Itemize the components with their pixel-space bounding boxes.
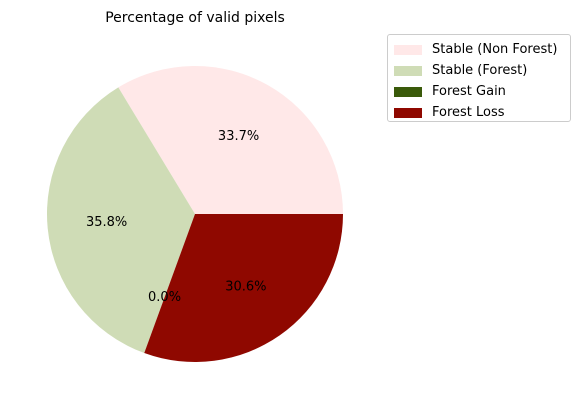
pct-label-forest-gain: 0.0% [148,290,181,305]
pct-label-stable-non-forest: 33.7% [218,129,259,144]
pct-label-stable-forest: 35.8% [86,215,127,230]
legend-swatch-stable-non-forest [394,44,422,55]
pie-slices [46,65,343,362]
pct-label-forest-loss: 30.6% [225,279,266,294]
legend-label-forest-loss: Forest Loss [432,105,505,120]
legend-swatch-forest-loss [394,107,422,118]
legend-item-stable-non-forest: Stable (Non Forest) [394,39,564,60]
legend-label-forest-gain: Forest Gain [432,84,506,99]
chart-legend: Stable (Non Forest) Stable (Forest) Fore… [387,34,571,122]
legend-label-stable-non-forest: Stable (Non Forest) [432,42,558,57]
legend-item-forest-loss: Forest Loss [394,102,564,123]
pie-percentage-labels: 33.7% 35.8% 0.0% 30.6% [86,129,267,305]
legend-swatch-forest-gain [394,86,422,97]
pie-slice-stable-non-forest [118,65,343,214]
pie-slice-forest-loss [144,214,343,362]
legend-item-forest-gain: Forest Gain [394,81,564,102]
chart-title: Percentage of valid pixels [105,10,285,26]
legend-item-stable-forest: Stable (Forest) [394,60,564,81]
legend-swatch-stable-forest [394,65,422,76]
legend-label-stable-forest: Stable (Forest) [432,63,528,78]
pie-slice-stable-forest [46,87,196,354]
